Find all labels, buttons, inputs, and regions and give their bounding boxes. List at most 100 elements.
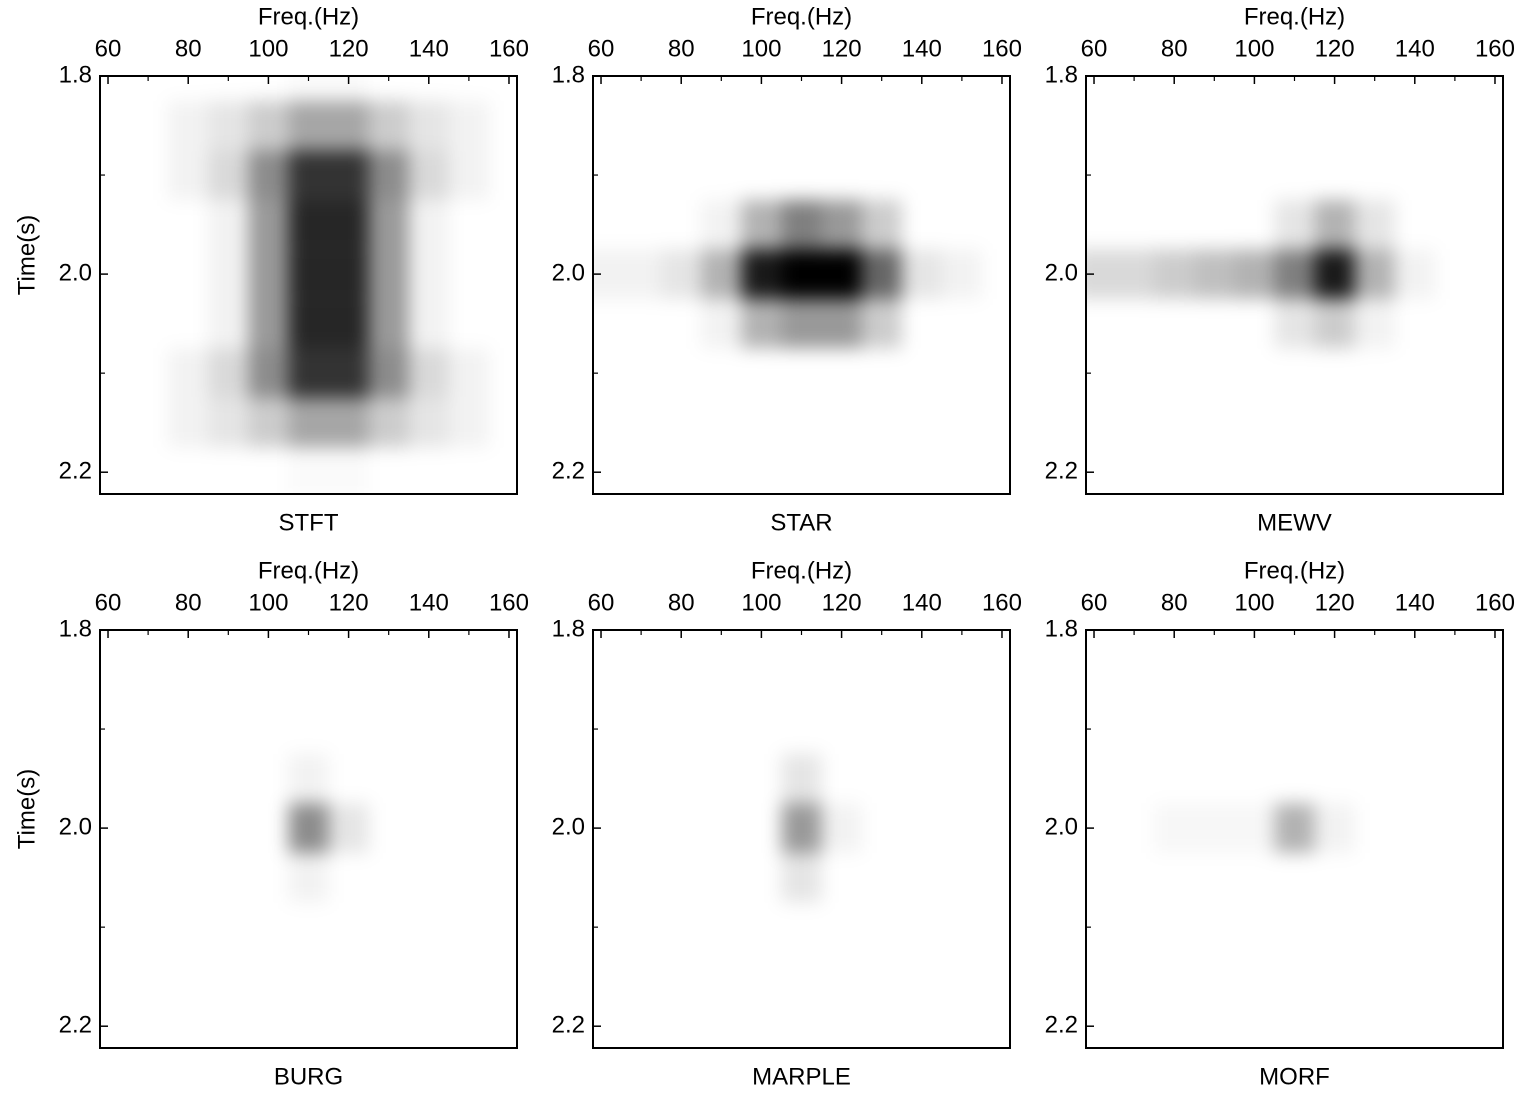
heatmap-cell [661,348,701,398]
heatmap-cell [701,447,741,497]
heatmap-cell [88,655,128,705]
heatmap-cell [1154,200,1194,250]
heatmap [1074,101,1515,497]
heatmap-cell [489,655,529,705]
x-tick-label: 140 [1395,35,1435,62]
x-tick-label: 60 [1081,589,1108,616]
heatmap-cell [1154,101,1194,151]
heatmap-cell [942,803,982,853]
heatmap-cell [1074,299,1114,349]
heatmap-cell [661,299,701,349]
heatmap-cell [128,655,168,705]
heatmap-cell [593,249,622,299]
heatmap-cell [1355,101,1395,151]
heatmap-cell [822,150,862,200]
heatmap-cell [1154,447,1194,497]
y-tick-label: 2.2 [1045,1012,1078,1039]
heatmap-cell [489,447,529,497]
heatmap-cell [329,952,369,1002]
heatmap-cell [942,902,982,952]
heatmap-cells [621,655,1022,1051]
x-tick-label: 80 [668,589,695,616]
heatmap-cell [168,447,208,497]
heatmap-cell [1315,150,1355,200]
heatmap-cell [208,447,248,497]
heatmap-cell [741,655,781,705]
panel: 60 80 100 120 140 160 1.8 2.0 2.2 Freq.(Hz) MORF [1045,557,1515,1090]
heatmap-cell [862,902,902,952]
x-tick-label: 80 [1161,35,1188,62]
heatmap-cell [248,704,288,754]
heatmap-cell [408,199,449,250]
heatmap-cell [1435,200,1475,250]
heatmap-cell [1395,902,1435,952]
heatmap-cell [1114,249,1155,299]
heatmap-cells [1074,101,1515,497]
heatmap-cell [901,249,942,299]
heatmap-cell [1315,1001,1355,1051]
heatmap-cell [168,100,209,151]
heatmap-cell [621,853,661,903]
heatmap-cell [328,199,369,250]
heatmap-cell [942,101,982,151]
heatmap-cell [1355,447,1395,497]
heatmap-cell [661,704,701,754]
heatmap-cell [208,803,248,853]
heatmap-cell [128,902,168,952]
heatmap-cell [942,348,982,398]
x-tick-label: 100 [248,589,288,616]
heatmap-cell [88,1001,128,1051]
heatmap-cell [862,803,902,853]
heatmap-cell [368,100,409,151]
heatmap-cell [1314,298,1355,349]
heatmap-cell [88,398,128,448]
heatmap-cell [1074,348,1114,398]
heatmap-cell [1194,200,1234,250]
heatmap-cell [902,299,942,349]
heatmap-cell [248,397,289,448]
y-tick-label: 2.0 [552,259,585,286]
heatmap-cell [1234,299,1274,349]
heatmap-cell [1315,398,1355,448]
heatmap-cell [1475,200,1515,250]
heatmap-cell [822,704,862,754]
heatmap-cell [741,199,782,250]
heatmap-cell [1274,447,1314,497]
heatmap-cell [862,101,902,151]
y-tick-label: 2.2 [1045,458,1078,485]
heatmap-cell [741,902,781,952]
heatmap-cell [128,952,168,1002]
heatmap-cell [982,704,1022,754]
heatmap-cell [1114,1001,1154,1051]
heatmap [88,655,529,1051]
heatmap-cell [781,803,822,853]
heatmap-cell [1274,249,1315,299]
heatmap-cell [1475,704,1515,754]
heatmap-cell [449,902,489,952]
heatmap-cell [1154,150,1194,200]
heatmap-cell [1395,803,1435,853]
heatmap-cell [1234,952,1274,1002]
heatmap-cell [1395,655,1435,705]
heatmap-cell [1315,754,1355,804]
x-tick-label: 60 [95,35,122,62]
heatmap-cell [208,100,249,151]
x-tick-label: 80 [1161,589,1188,616]
heatmap-cell [701,952,741,1002]
heatmap-cell [1435,249,1475,299]
heatmap-cell [168,299,208,349]
heatmap-cell [489,704,529,754]
x-tick-label: 80 [668,35,695,62]
heatmap-cells [88,655,529,1051]
heatmap-cell [902,447,942,497]
heatmap-cell [1074,704,1114,754]
heatmap-cell [128,249,168,299]
heatmap-cell [661,150,701,200]
y-tick-label: 2.2 [59,1012,92,1039]
heatmap-cell [781,1001,821,1051]
heatmap-cell [661,803,701,853]
heatmap-cell [1194,101,1234,151]
heatmap-cell [781,655,821,705]
heatmap-cell [1114,299,1154,349]
heatmap-cell [1354,298,1395,349]
